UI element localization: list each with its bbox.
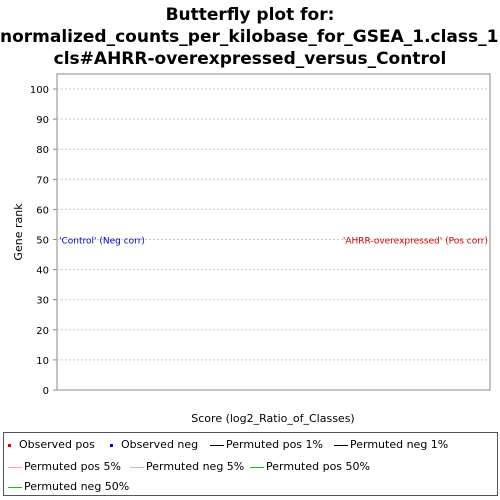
x-axis-label: Score (log2_Ratio_of_Classes) <box>191 412 354 425</box>
legend-item-permuted-pos-5: Permuted pos 5% <box>8 460 121 473</box>
y-axis-ticks: 0 10 20 30 40 50 60 70 80 90 100 <box>30 85 57 397</box>
y-tick-label: 50 <box>36 236 49 247</box>
y-tick-label: 70 <box>36 175 49 186</box>
butterfly-chart: 0 10 20 30 40 50 60 70 80 90 100 'Control' (Neg co… <box>12 73 491 425</box>
chart-legend: Observed pos Observed neg Permuted pos 1… <box>3 432 498 496</box>
pos-corr-annotation: 'AHRR-overexpressed' (Pos corr) <box>343 237 488 247</box>
legend-item-observed-pos: Observed pos <box>8 438 95 451</box>
legend-label: Observed pos <box>19 438 95 451</box>
y-tick-label: 100 <box>30 85 49 96</box>
y-tick-label: 90 <box>36 115 49 126</box>
y-tick-label: 40 <box>36 266 49 277</box>
y-axis-label: Gene rank <box>12 203 25 261</box>
observed-neg-marker <box>110 443 113 447</box>
y-tick-label: 0 <box>43 386 49 397</box>
legend-item-permuted-neg-50: Permuted neg 50% <box>8 480 129 493</box>
chart-annotations: 'Control' (Neg corr) 'AHRR-overexpressed'… <box>59 237 488 247</box>
permuted-pos-1-marker <box>210 444 224 446</box>
legend-item-observed-neg: Observed neg <box>110 438 198 451</box>
neg-corr-annotation: 'Control' (Neg corr) <box>59 237 145 247</box>
y-tick-label: 20 <box>36 326 49 337</box>
y-tick-label: 80 <box>36 145 49 156</box>
y-tick-label: 30 <box>36 296 49 307</box>
legend-label: Permuted neg 5% <box>146 460 245 473</box>
permuted-neg-50-marker <box>8 486 22 488</box>
legend-label: Permuted pos 1% <box>226 438 323 451</box>
permuted-neg-5-marker <box>130 466 144 468</box>
permuted-pos-50-marker <box>250 466 264 468</box>
legend-label: Permuted neg 1% <box>350 438 449 451</box>
permuted-neg-1-marker <box>334 444 348 446</box>
legend-label: Permuted pos 50% <box>266 460 370 473</box>
observed-pos-marker <box>8 443 11 447</box>
grid-lines <box>57 88 490 361</box>
legend-label: Observed neg <box>121 438 199 451</box>
plot-area <box>56 73 491 391</box>
legend-label: Permuted neg 50% <box>24 480 130 493</box>
chart-title-line-1: Butterfly plot for: <box>165 5 335 25</box>
legend-label: Permuted pos 5% <box>24 460 121 473</box>
chart-title-line-2: normalized_counts_per_kilobase_for_GSEA_… <box>0 27 500 47</box>
legend-item-permuted-pos-50: Permuted pos 50% <box>250 460 370 473</box>
chart-title-line-3: cls#AHRR-overexpressed_versus_Control <box>53 49 447 69</box>
y-tick-label: 60 <box>36 205 49 216</box>
y-tick-label: 10 <box>36 356 49 367</box>
permuted-pos-5-marker <box>8 466 22 468</box>
legend-item-permuted-neg-5: Permuted neg 5% <box>130 460 244 473</box>
legend-item-permuted-neg-1: Permuted neg 1% <box>334 438 448 451</box>
legend-item-permuted-pos-1: Permuted pos 1% <box>210 438 323 451</box>
